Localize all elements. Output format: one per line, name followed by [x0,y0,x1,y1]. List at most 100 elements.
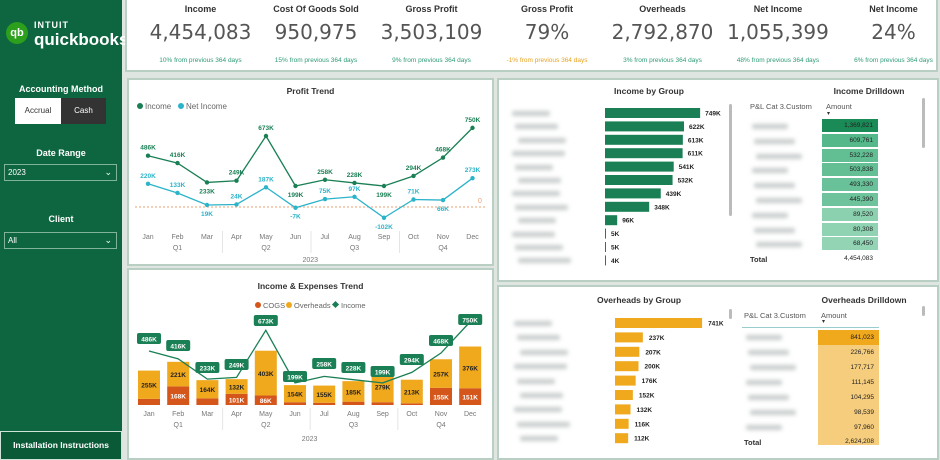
legend-cogs-dot [255,302,261,308]
cogs-label: 101K [229,397,245,404]
cogs-label: 86K [260,398,272,405]
kpi-title: Net Income [753,4,803,14]
data-label: 294K [406,165,422,172]
month-tick: Aug [348,234,361,241]
overheads-bar [371,371,394,403]
quarter-tick: Q3 [350,245,359,252]
month-tick: Feb [172,411,184,418]
overheads-label: 255K [141,383,157,390]
quarter-tick: Q3 [349,422,358,429]
income-group-label: 541K [679,164,695,171]
series-line-net-income [147,177,473,219]
year-tick: 2023 [302,257,318,264]
income-label: 228K [346,366,362,373]
data-label: 24K [231,193,243,200]
overheads-bar [167,361,190,387]
overheads-drilldown-title: Overheads Drilldown [821,295,907,305]
installation-instructions-button[interactable]: Installation Instructions [0,431,122,460]
income-group-label: 611K [688,151,703,158]
kpi-value: 950,975 [274,20,358,44]
kpi-delta: -1% from previous 364 days [506,57,588,64]
accrual-toggle[interactable]: Accrual [15,98,61,124]
month-tick: Jan [143,411,154,418]
data-point [204,180,210,185]
overheads-label: 213K [404,390,420,397]
income-label: 468K [433,339,449,346]
income-group-label: 439K [666,191,682,198]
overheads-bar [225,379,248,394]
income-label: 673K [258,319,274,326]
month-tick: May [259,234,273,241]
income-group-label: 4K [611,258,620,265]
data-label: 187K [258,176,274,183]
month-tick: Sep [378,234,391,241]
accounting-method-label: Accounting Method [19,84,103,94]
data-label: 133K [170,182,186,189]
logo-brand: INTUIT [34,20,69,30]
quarter-tick: Q1 [174,422,183,429]
overheads-label: 164K [200,387,216,394]
income-group-label: 5K [611,245,620,252]
overheads-label: 257K [433,372,449,379]
scrollbar [729,104,732,216]
legend-income: Income [341,301,366,310]
scrollbar [729,309,732,319]
quarter-tick: Q1 [173,245,182,252]
cogs-label: 168K [170,394,186,401]
data-point [470,175,475,181]
kpi-card: Income 4,454,083 10% from previous 364 day… [143,0,258,64]
data-label: 97K [349,186,361,193]
cash-toggle[interactable]: Cash [61,98,106,124]
legend-net-income: Net Income [186,102,227,111]
overheads-label: 155K [316,392,332,399]
income-group-label: 749K [705,111,721,118]
data-point [440,155,446,160]
overheads-bar [254,350,277,396]
income-label: 486K [141,337,157,344]
cogs-bar [196,398,219,405]
income-label-box [137,333,161,344]
data-label: 416K [170,152,186,159]
cogs-bar [254,395,277,405]
income-label-box [429,335,453,346]
data-point [145,153,151,158]
data-label: 233K [199,188,215,195]
income-group-bar [605,134,683,145]
cogs-bar [430,387,452,405]
income-group-bar [605,175,673,185]
month-tick: Oct [406,411,417,418]
kpi-card: Net Income 24% 6% from previous 364 days [836,0,940,64]
kpi-card: Cost Of Goods Sold 950,975 15% from previo… [259,0,374,64]
income-drilldown-title: Income Drilldown [833,86,905,96]
kpi-delta: 48% from previous 364 days [736,57,820,64]
income-label: 258K [316,362,332,369]
income-group-label: 5K [611,231,620,238]
quarter-tick: Q4 [436,422,445,429]
legend-income: Income [145,102,172,111]
quickbooks-logo: qb INTUIT quickbooks [6,14,128,54]
income-label-box [458,314,483,325]
legend-overheads: Overheads [294,301,331,310]
kpi-card: Overheads 2,792,870 3% from previous 364 d… [605,0,720,64]
month-tick: Dec [464,411,477,418]
kpi-title: Net Income [869,4,918,14]
cogs-bar [284,402,306,405]
income-group-label: 622K [689,124,705,131]
data-point [293,205,298,210]
month-tick: Mar [201,411,214,418]
legend-income-dot [137,103,143,109]
cogs-bar [371,402,394,405]
data-point [234,202,239,207]
kpi-title: Cost Of Goods Sold [273,4,359,14]
income-label-box [341,362,366,373]
overheads-group-bar [615,375,636,386]
client-select[interactable]: All ⌄ [4,232,117,249]
income-group-label: 613K [688,137,704,144]
date-range-select[interactable]: 2023 ⌄ [4,164,117,181]
income-group-bar [605,242,606,252]
date-range-value: 2023 [8,168,26,177]
income-label-box [370,366,395,377]
data-point [381,183,387,189]
data-label: 750K [465,117,481,124]
